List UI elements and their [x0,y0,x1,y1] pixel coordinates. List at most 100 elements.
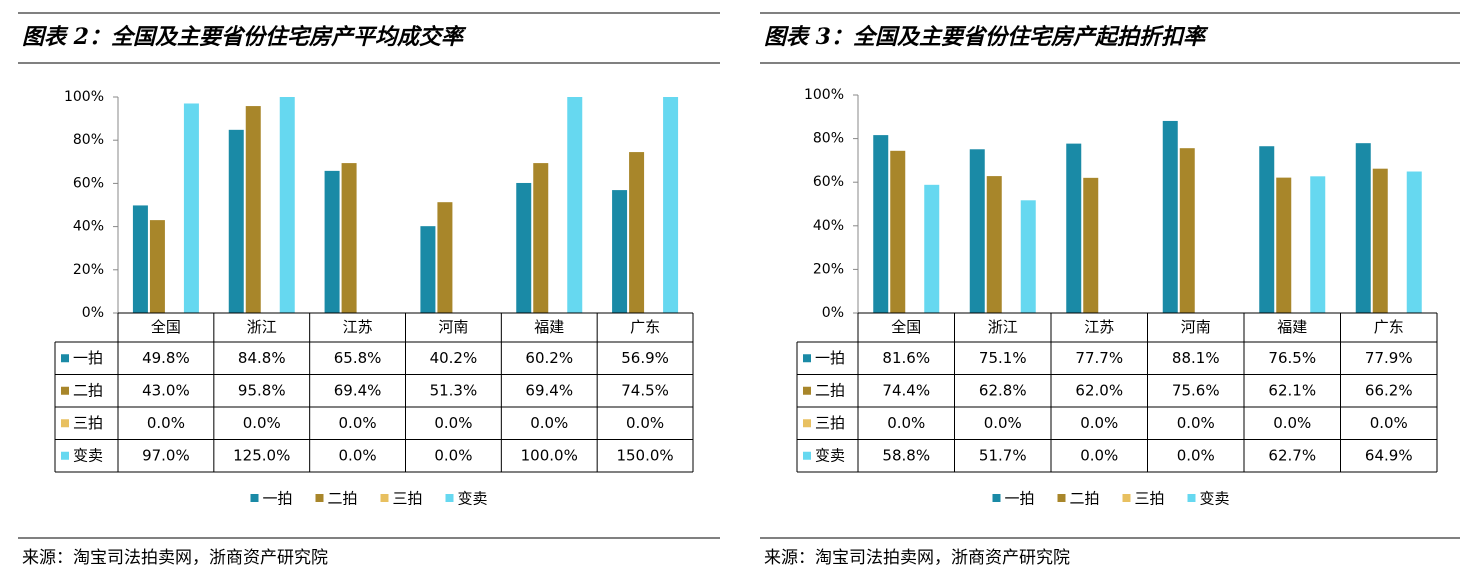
x-tick-label: 全国 [891,318,921,336]
row-label: 变卖 [815,446,845,464]
legend-swatch [61,419,69,428]
legend-swatch [1122,494,1131,502]
y-tick-label: 40% [73,219,104,235]
value-label: 51.3% [430,381,478,399]
x-tick-label: 浙江 [988,318,1018,336]
value-label: 81.6% [882,349,930,367]
value-label: 62.8% [979,381,1027,399]
row-label: 二拍 [815,381,845,399]
legend-label: 二拍 [328,490,358,508]
value-label: 62.0% [1075,381,1123,399]
legend-swatch [315,494,324,502]
legend-swatch [61,451,69,460]
legend-swatch [1187,494,1196,502]
x-tick-label: 广东 [630,318,660,336]
x-tick-label: 广东 [1374,318,1404,336]
value-label: 125.0% [233,446,290,464]
y-tick-label: 40% [813,218,844,234]
bar [324,170,340,313]
row-label: 三拍 [815,414,845,432]
y-tick-label: 0% [82,305,104,321]
value-label: 64.9% [1365,446,1413,464]
bar [969,149,985,313]
value-label: 62.1% [1268,381,1316,399]
bar [183,103,199,313]
value-label: 84.8% [238,349,286,367]
legend-label: 变卖 [458,490,488,508]
bar [890,150,906,313]
bar [1406,171,1422,313]
legend-swatch [380,494,389,502]
bar [567,97,583,313]
value-label: 0.0% [1273,414,1311,432]
legend-label: 变卖 [1200,490,1230,508]
value-label: 0.0% [1177,446,1215,464]
y-tick-label: 100% [804,87,844,103]
legend-swatch [803,386,811,395]
value-label: 66.2% [1365,381,1413,399]
value-label: 74.5% [621,381,669,399]
source: 来源：淘宝司法拍卖网，浙商资产研究院 [764,548,1070,568]
x-tick-label: 江苏 [1084,318,1114,336]
value-label: 75.6% [1172,381,1220,399]
value-label: 150.0% [616,446,673,464]
bar [663,97,679,313]
value-label: 74.4% [882,381,930,399]
x-tick-label: 全国 [151,318,181,336]
legend-swatch [1057,494,1066,502]
legend-swatch [803,419,811,428]
y-tick-label: 60% [73,175,104,191]
value-label: 40.2% [430,349,478,367]
y-tick-label: 100% [64,89,104,105]
value-label: 0.0% [626,414,664,432]
value-label: 77.9% [1365,349,1413,367]
x-tick-label: 福建 [534,318,564,336]
legend-label: 一拍 [263,490,293,508]
bar [924,184,940,313]
bar [245,106,261,313]
value-label: 0.0% [339,414,377,432]
value-label: 75.1% [979,349,1027,367]
value-label: 76.5% [1268,349,1316,367]
legend-label: 二拍 [1070,490,1100,508]
x-tick-label: 河南 [438,318,468,336]
bar [228,129,244,313]
value-label: 95.8% [238,381,286,399]
y-tick-label: 0% [822,305,844,321]
bar [612,190,628,313]
row-label: 变卖 [73,446,103,464]
bar [1310,176,1326,313]
value-label: 58.8% [882,446,930,464]
bar [1020,200,1036,313]
legend-swatch [803,354,811,363]
value-label: 97.0% [142,446,190,464]
bar [1259,146,1275,313]
legend-label: 三拍 [393,490,423,508]
bar [341,163,357,313]
x-tick-label: 江苏 [343,318,373,336]
y-tick-label: 20% [813,261,844,277]
legend-swatch [61,386,69,395]
row-label: 三拍 [73,414,103,432]
row-label: 一拍 [815,349,845,367]
x-tick-label: 浙江 [247,318,277,336]
bar [629,152,645,313]
bar [533,163,549,313]
value-label: 100.0% [521,446,578,464]
value-label: 0.0% [434,446,472,464]
bar [1372,168,1388,313]
value-label: 0.0% [339,446,377,464]
value-label: 0.0% [1370,414,1408,432]
bar [1355,143,1371,313]
x-tick-label: 福建 [1277,318,1307,336]
bar [516,182,532,313]
bar [1276,177,1292,313]
bar [986,176,1002,313]
value-label: 60.2% [525,349,573,367]
value-label: 0.0% [147,414,185,432]
y-tick-label: 20% [73,262,104,278]
bar [1179,148,1195,313]
value-label: 0.0% [530,414,568,432]
y-tick-label: 60% [813,174,844,190]
bar [873,135,889,313]
